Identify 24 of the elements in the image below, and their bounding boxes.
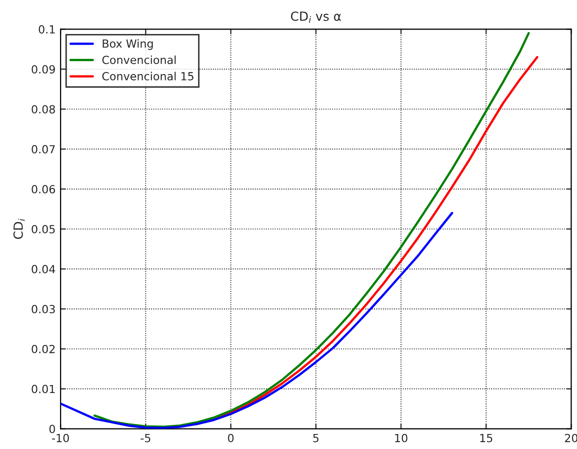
x-tick-label: -5 bbox=[140, 434, 150, 442]
x-tick-label: 10 bbox=[395, 434, 408, 442]
y-tick-label: 0.09 bbox=[32, 65, 55, 74]
x-tick-label: 15 bbox=[480, 434, 492, 442]
y-tick-label: 0.04 bbox=[32, 264, 56, 274]
line-series bbox=[94, 32, 530, 428]
y-tick-label: 0.08 bbox=[32, 105, 55, 114]
y-tick-label: 0.07 bbox=[32, 145, 55, 154]
legend-label: Convencional 15 bbox=[102, 72, 194, 80]
y-tick-label: 0.03 bbox=[32, 304, 55, 314]
chart-title: CD$_{i}$ vs α bbox=[290, 11, 341, 23]
y-axis-title: CD$_{i}$ bbox=[13, 218, 25, 239]
x-tick-label: -10 bbox=[52, 434, 69, 442]
legend-label: Box Wing bbox=[102, 39, 153, 50]
y-tick-label: 0.06 bbox=[32, 185, 56, 194]
y-tick-label: 0.01 bbox=[32, 384, 55, 394]
y-tick-label: 0.1 bbox=[38, 25, 55, 34]
y-tick-label: 0.05 bbox=[32, 224, 55, 234]
y-tick-label: 0.02 bbox=[32, 344, 55, 354]
line-series bbox=[60, 212, 454, 429]
legend-label: Convencional bbox=[102, 55, 176, 64]
x-tick-label: 5 bbox=[313, 434, 318, 442]
x-tick-label: 0 bbox=[228, 434, 234, 442]
y-tick-label: 0 bbox=[49, 424, 55, 434]
